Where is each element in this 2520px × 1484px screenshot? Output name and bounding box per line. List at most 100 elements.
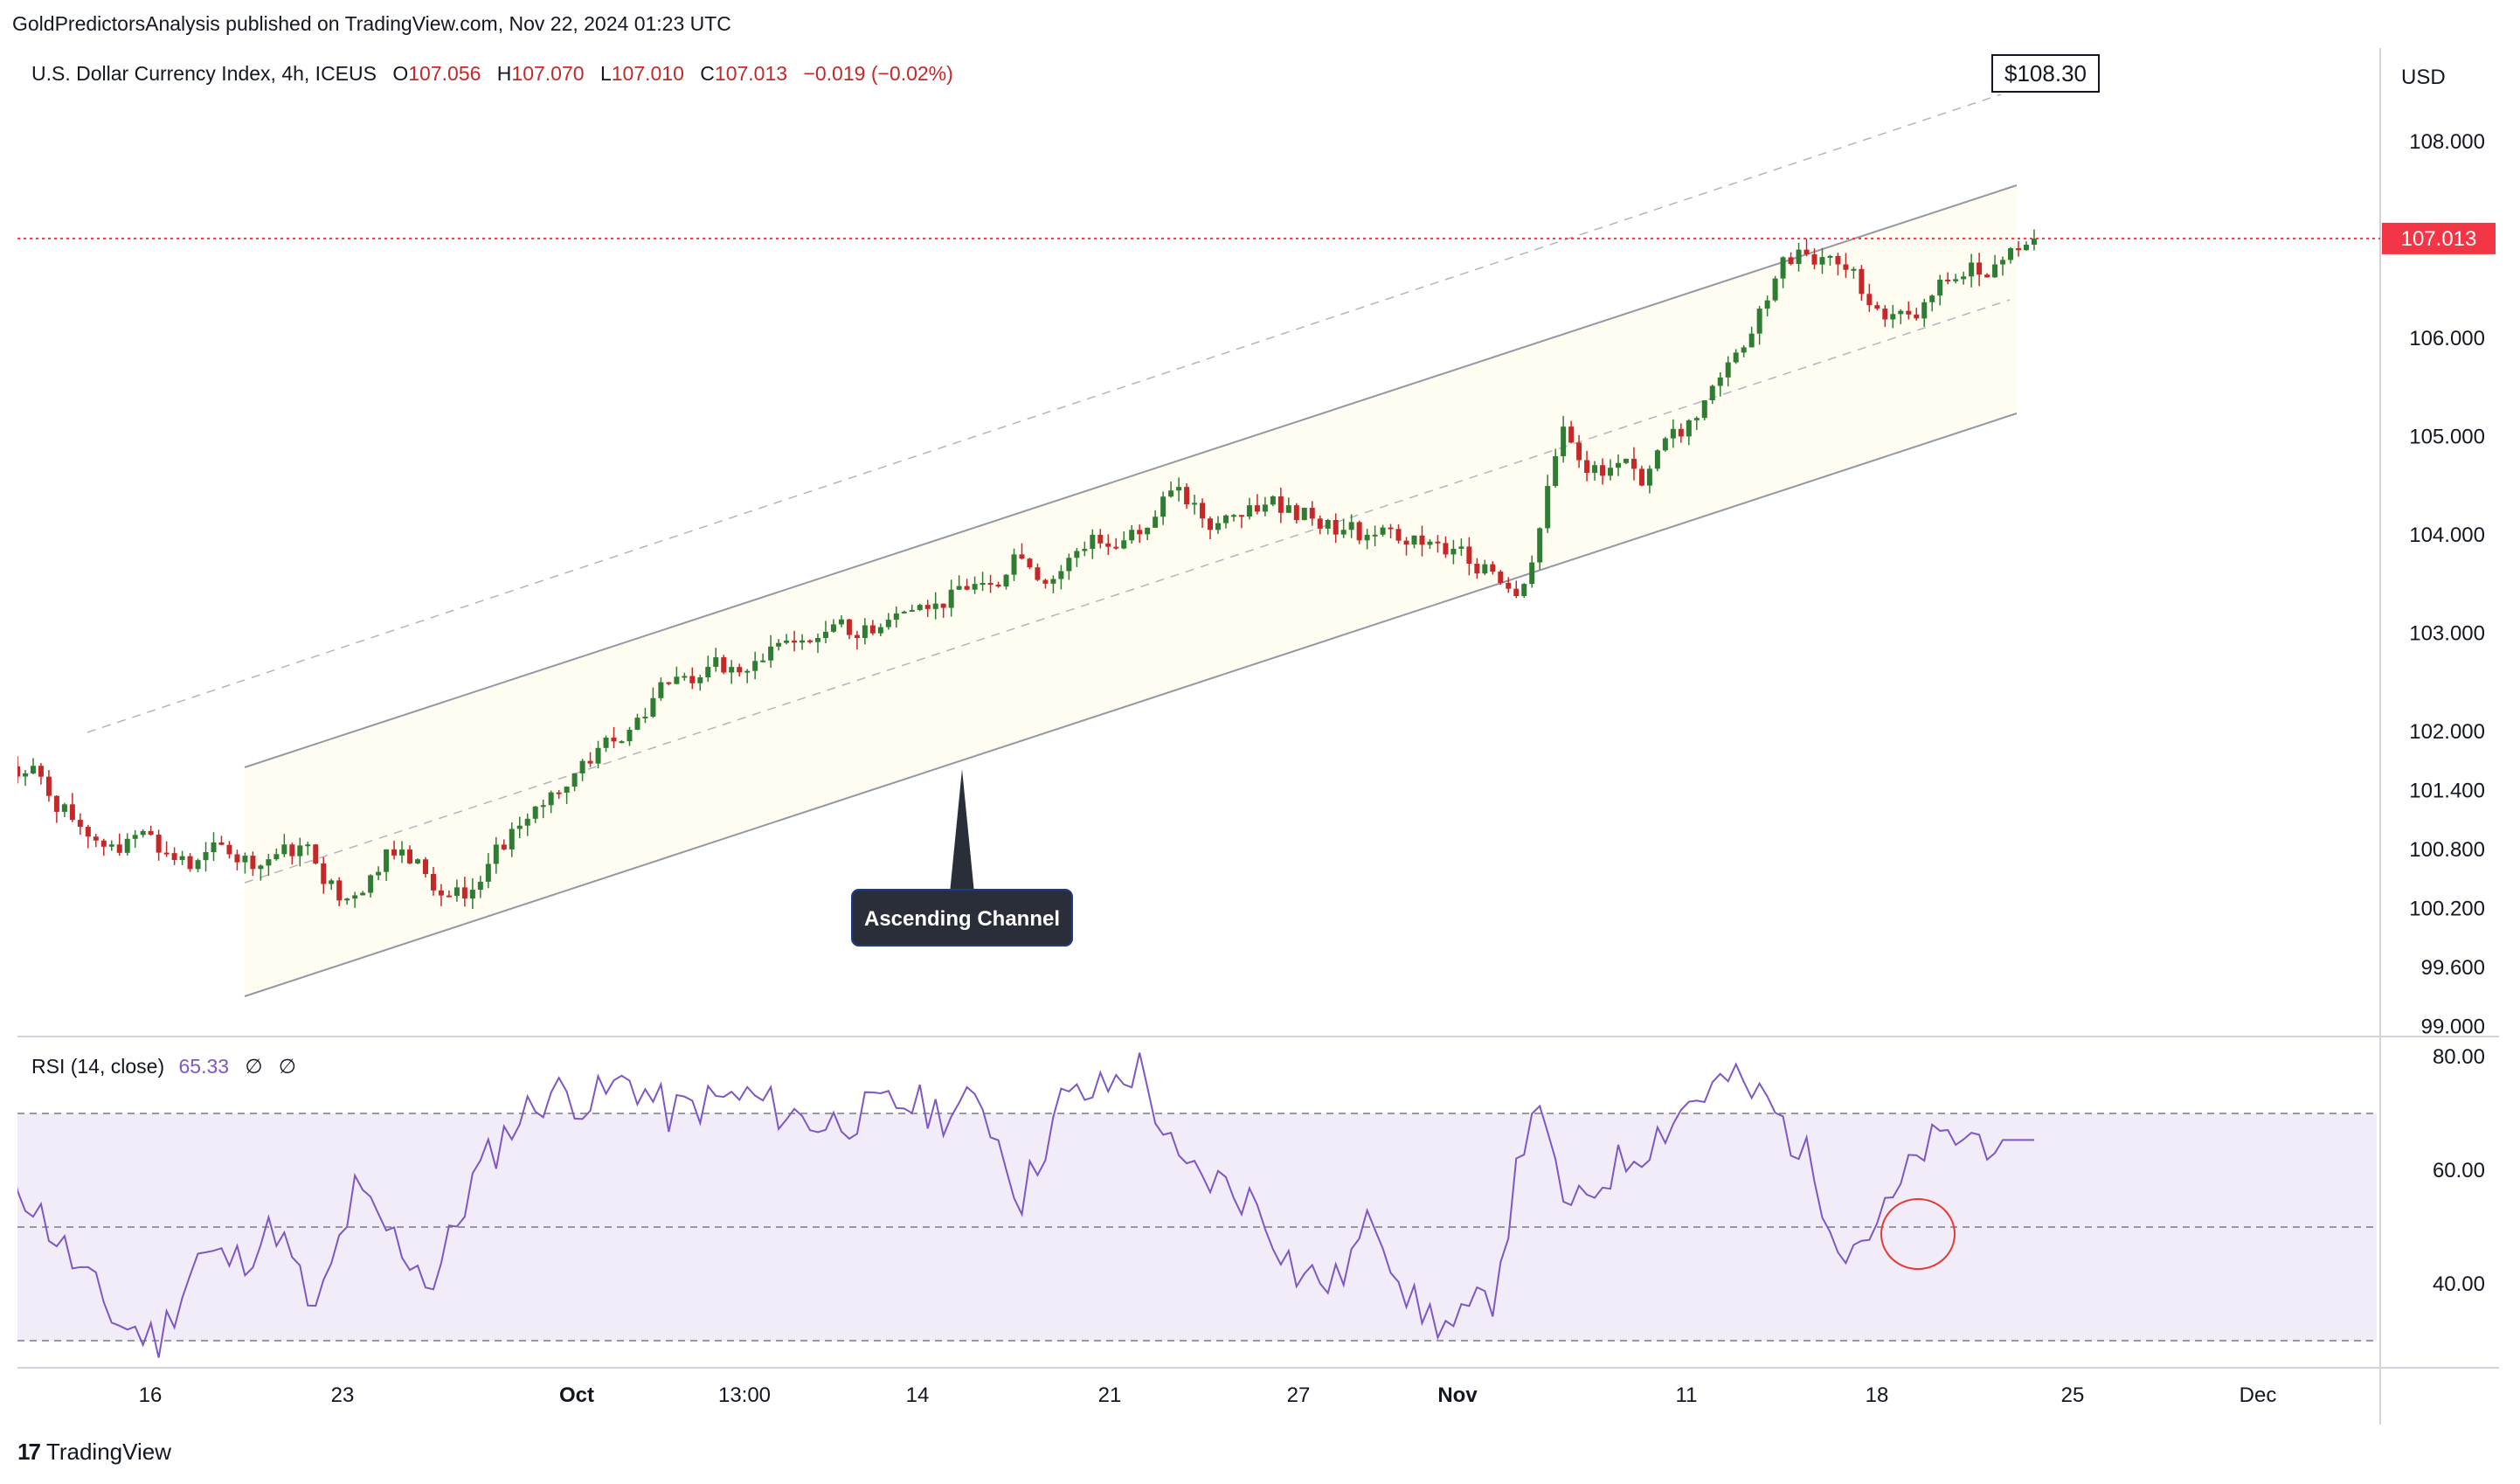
candle [807,639,813,644]
candle-body [1325,520,1331,529]
price-tick-label: 100.200 [2409,897,2485,920]
candle-body [1246,505,1252,517]
candle [1662,436,1668,452]
candle-body [540,805,546,808]
candle-body [132,835,138,839]
candle-body [893,613,899,621]
candle [1937,274,1943,306]
candle-body [1537,528,1543,563]
candle [744,669,751,683]
candle [1521,583,1527,599]
candle [1851,267,1857,279]
candle-body [516,825,523,829]
candle-body [266,859,272,866]
candle-body [650,697,656,718]
candle-body [1450,548,1457,555]
candle [822,621,828,644]
candle [1215,516,1221,534]
candle-body [69,804,75,821]
candle-body [1498,572,1504,583]
candle-body [822,631,828,638]
candle-body [17,766,20,777]
channel-lower-line [244,413,2018,997]
candle-body [1113,546,1119,549]
candle [321,856,327,894]
candle-body [1748,333,1755,348]
candle-body [846,619,852,635]
candle-body [422,859,428,874]
target-price-box[interactable]: $108.30 [1991,54,2100,93]
candle [376,866,382,881]
time-tick-label: 21 [1098,1383,1122,1407]
candle [713,648,719,672]
candle [1953,274,1959,284]
rsi-legend[interactable]: RSI (14, close) 65.33 ∅ ∅ [31,1055,296,1078]
candle-body [1490,564,1496,572]
candle [587,752,593,767]
candle [360,891,366,896]
candle [1646,465,1652,494]
ascending-channel-callout[interactable]: Ascending Channel [851,769,1073,947]
candle [729,660,735,684]
candle [1222,514,1229,529]
candle [1623,458,1629,465]
candle [1230,514,1236,522]
candle [399,841,405,863]
candle [384,849,390,881]
candle [548,790,554,814]
candle [140,829,146,838]
candle [571,773,578,792]
candle-body [453,887,460,897]
price-tick-label: 108.000 [2409,130,2485,154]
candle [1168,481,1174,498]
candle-body [595,747,601,764]
candle-body [281,844,287,855]
candle-body [956,586,962,590]
candle [203,842,209,872]
candle [524,813,530,836]
candle [1592,461,1598,481]
candle [453,879,460,902]
candle-body [321,863,327,884]
candle [869,620,876,635]
candle [1992,254,1998,278]
candle-body [1717,377,1723,386]
candle [1333,513,1339,544]
candle [1576,434,1582,468]
candle [226,841,232,859]
footer-brand[interactable]: 17 TradingView [17,1439,171,1466]
candle [1372,525,1378,546]
candle [1788,252,1794,266]
currency-label[interactable]: USD [2401,66,2446,89]
price-tick-label: 103.000 [2409,621,2485,645]
candle-body [1238,515,1244,517]
candle-body [108,844,114,847]
candle-body [1969,262,1975,277]
candle-body [1364,534,1370,541]
candle [1914,308,1920,321]
candle-body [689,676,696,683]
candle [674,666,680,684]
candle [752,651,758,680]
candle-body [53,795,59,812]
candle-body [1953,279,1959,281]
candle-body [1293,505,1299,521]
last-price-tag: 107.013 [2382,222,2496,254]
candle-body [1395,529,1402,541]
price-tick-label: 102.000 [2409,720,2485,744]
rsi-tick-label: 60.00 [2433,1159,2485,1182]
candle [862,618,868,645]
candle-body [1105,543,1111,547]
candle-body [1670,428,1676,439]
candle-body [1200,503,1206,519]
symbol-legend[interactable]: U.S. Dollar Currency Index, 4h, ICEUS O1… [31,62,953,85]
candle [2016,240,2021,257]
candle-body [1176,487,1182,491]
candle-body [697,677,703,683]
candle [1545,475,1551,533]
candle [1859,265,1865,302]
candle [564,786,570,804]
candle [948,579,954,617]
candle-body [1145,527,1151,535]
